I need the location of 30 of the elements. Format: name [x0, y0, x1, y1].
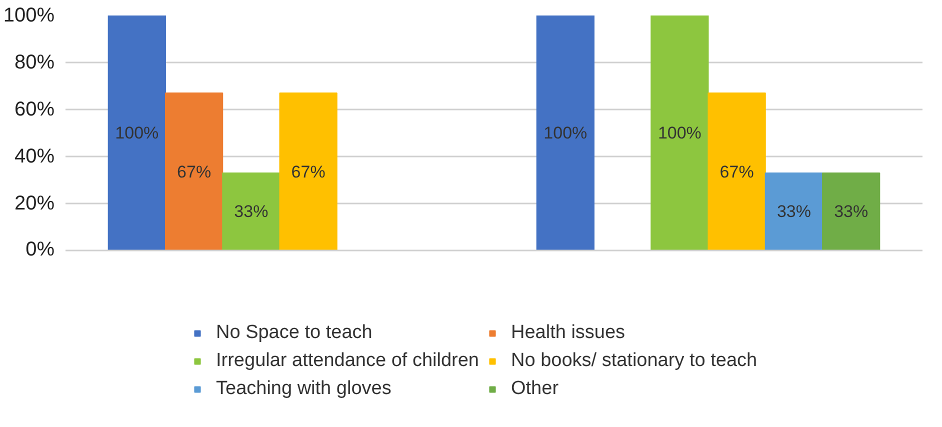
bar — [536, 16, 594, 250]
data-label: 67% — [177, 162, 212, 182]
data-label: 33% — [234, 202, 268, 222]
legend-label: No Space to teach — [216, 322, 372, 344]
bar — [164, 92, 224, 250]
bar — [822, 172, 880, 250]
bar — [222, 172, 280, 250]
legend-label: Teaching with gloves — [216, 378, 392, 400]
bar — [764, 172, 824, 250]
bar — [279, 92, 338, 250]
bar — [108, 16, 166, 250]
y-tick-label: 100% — [3, 4, 55, 26]
y-tick-label: 40% — [14, 146, 55, 168]
legend-label: Irregular attendance of children — [216, 350, 479, 372]
y-tick-label: 80% — [14, 52, 55, 74]
bar — [650, 16, 709, 250]
legend-label: Health issues — [511, 322, 626, 344]
data-label: 33% — [776, 202, 811, 222]
data-label: 100% — [658, 124, 702, 142]
data-label: 67% — [291, 162, 326, 182]
y-tick-label: 20% — [14, 192, 55, 214]
y-tick-label: 0% — [26, 238, 55, 260]
legend-label: No books/ stationary to teach — [511, 350, 758, 372]
bar — [708, 92, 766, 250]
data-label: 33% — [834, 202, 868, 222]
y-tick-label: 60% — [14, 98, 55, 120]
data-label: 100% — [544, 124, 588, 142]
data-label: 67% — [720, 162, 754, 182]
data-label: 100% — [115, 124, 159, 142]
legend-label: Other — [511, 378, 559, 400]
